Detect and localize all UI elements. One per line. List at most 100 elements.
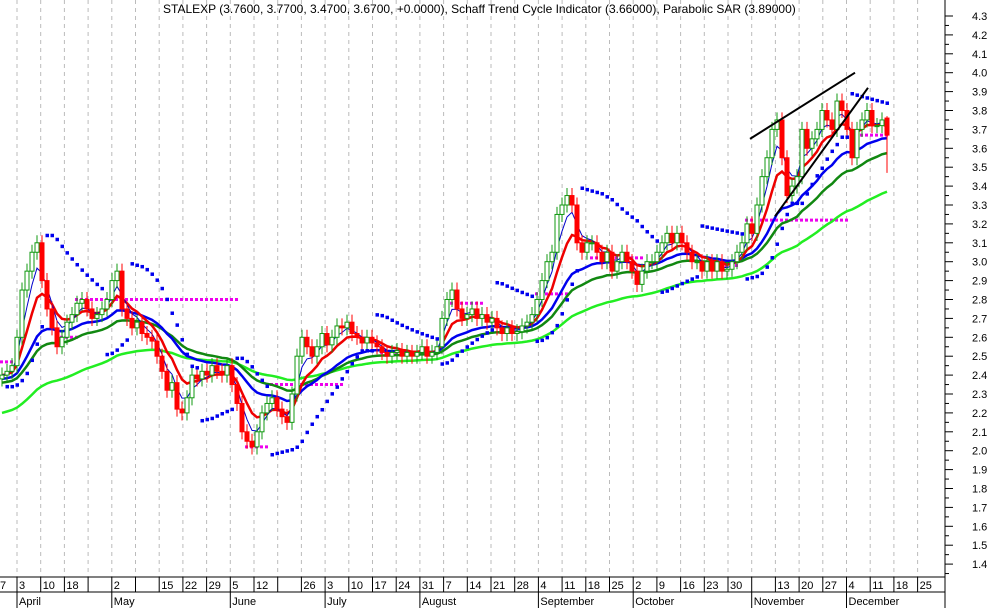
x-tick-label: 30 (730, 580, 742, 592)
y-tick-label: 2.9 (972, 276, 987, 288)
candle-body (414, 351, 420, 357)
candle-body (369, 336, 375, 344)
sar-dot (420, 332, 424, 336)
y-tick-label: 1.9 (972, 465, 987, 477)
candle-body (384, 351, 390, 357)
candle-body (569, 195, 575, 206)
candle-body (739, 242, 745, 253)
candle-body (4, 370, 10, 376)
month-label: November (754, 596, 805, 608)
candle-body (849, 128, 855, 159)
candle-body (109, 280, 115, 301)
candle-body (334, 325, 340, 338)
sar-dot (755, 274, 759, 279)
candle-body (104, 299, 110, 310)
sar-dot (345, 369, 349, 374)
sar-dot (700, 224, 704, 228)
sar-dot (475, 337, 479, 342)
y-tick-label: 3.8 (972, 106, 987, 118)
candle-body (224, 365, 230, 376)
candle-body (204, 370, 210, 376)
candle-body (714, 261, 720, 272)
candle-body (374, 342, 380, 348)
sar-dot (310, 422, 314, 426)
candle-body (719, 261, 725, 272)
y-tick-label: 4.2 (972, 30, 987, 42)
candle-body (299, 336, 305, 357)
sar-dot (335, 385, 339, 389)
sar-dot (835, 142, 839, 147)
candle-body (174, 382, 180, 410)
y-tick-label: 1.4 (972, 559, 987, 571)
candle-body (819, 110, 825, 130)
sar-dot (410, 328, 414, 332)
sar-dot (575, 269, 579, 273)
candle-body (514, 331, 520, 335)
candle-body (744, 223, 750, 244)
candle-body (609, 251, 615, 272)
candle-body (269, 397, 275, 404)
sar-dot (880, 100, 884, 104)
sar-dot (130, 262, 134, 266)
moving-average-line (1, 122, 888, 419)
month-label: August (422, 596, 456, 608)
sar-dot (415, 330, 419, 334)
sar-dot (625, 211, 629, 215)
candle-body (139, 321, 145, 335)
sar-dot (425, 333, 429, 338)
sar-dot (510, 286, 514, 291)
sar-dot (385, 315, 389, 320)
y-tick-label: 3.1 (972, 238, 987, 250)
candle-body (94, 314, 100, 319)
sar-dot (225, 409, 229, 414)
y-tick-label: 1.6 (972, 521, 987, 533)
sar-dot (110, 351, 114, 356)
sar-dot (365, 349, 369, 353)
sar-dot (645, 230, 649, 234)
sar-dot (220, 412, 224, 416)
sar-dot (10, 384, 14, 389)
sar-dot (180, 338, 184, 342)
sar-dot (230, 407, 234, 412)
candle-body (274, 397, 280, 410)
sar-dot (450, 358, 454, 362)
y-tick-label: 4.3 (972, 11, 987, 23)
sar-dot (390, 318, 394, 322)
x-tick-label: 21 (493, 580, 505, 592)
candle-body (349, 321, 355, 335)
sar-dot (590, 189, 594, 193)
x-tick-label: 31 (422, 580, 434, 592)
x-tick-label: 4 (849, 580, 855, 592)
y-tick-label: 3.3 (972, 200, 987, 212)
candle-body (539, 280, 545, 301)
sar-dot (680, 281, 684, 286)
candle-body (459, 308, 465, 319)
sar-dot (695, 275, 699, 279)
candle-body (584, 242, 590, 253)
sar-dot (550, 330, 554, 335)
candle-body (144, 333, 150, 338)
candle-body (704, 261, 710, 272)
y-ticks: 4.3 4.2 4.1 4.0 3.9 3.8 3.7 3.6 3.5 3.4 3.3 3.2 3.1 3… (945, 11, 987, 575)
sar-dot (840, 135, 844, 139)
sar-dot (665, 289, 669, 293)
sar-dot (555, 323, 559, 328)
y-tick-label: 2.8 (972, 295, 987, 307)
x-tick-label: 13 (777, 580, 789, 592)
candle-body (439, 317, 445, 348)
sar-dot (610, 197, 614, 202)
sar-dot (585, 187, 589, 192)
candle-body (674, 232, 680, 244)
sar-dot (45, 233, 49, 238)
sar-dot (470, 341, 474, 345)
candle-body (124, 308, 130, 319)
candle-body (9, 365, 15, 372)
sar-dot (210, 416, 214, 421)
candle-body (319, 333, 325, 348)
candle-body (559, 204, 565, 215)
sar-dot (790, 201, 794, 206)
x-tick-label: 28 (517, 580, 529, 592)
candle-body (804, 128, 810, 149)
y-tick-label: 2.6 (972, 332, 987, 344)
